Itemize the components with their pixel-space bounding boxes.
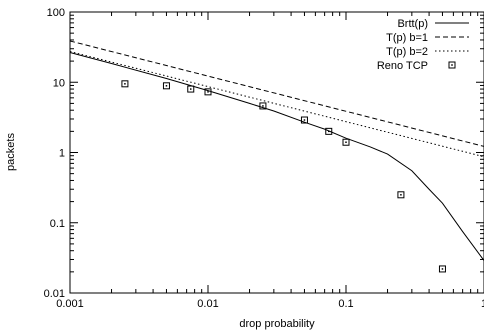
data-point [204, 88, 212, 96]
data-point [342, 138, 350, 146]
y-axis-label: packets [5, 133, 17, 171]
x-tick-label: 1 [481, 298, 484, 310]
y-tick-label: 0.1 [50, 218, 65, 230]
data-point [438, 265, 446, 273]
legend-marker [448, 61, 456, 69]
data-point [259, 102, 267, 110]
y-tick-label: 100 [47, 7, 65, 19]
series-reno-tcp [121, 80, 446, 273]
x-tick-label: 0.1 [338, 298, 353, 310]
legend-label: T(p) b=2 [386, 46, 428, 58]
y-tick-label: 1 [59, 148, 65, 160]
legend-label: Brtt(p) [397, 18, 428, 30]
legend-label: Reno TCP [377, 60, 428, 72]
x-tick-label: 0.001 [56, 298, 84, 310]
legend-label: T(p) b=1 [386, 32, 428, 44]
y-tick-label: 10 [53, 77, 65, 89]
series-line-brtt-p [69, 52, 484, 261]
data-point [300, 116, 308, 124]
y-tick-label: 0.01 [44, 288, 65, 300]
series-layer [69, 40, 484, 273]
data-point [121, 80, 129, 88]
series-line-t-p-b-1 [69, 40, 484, 147]
legend: Brtt(p) T(p) b=1 T(p) b=2 Reno TCP [377, 18, 469, 72]
data-point [397, 191, 405, 199]
data-point [325, 127, 333, 135]
data-point [187, 85, 195, 93]
x-tick-label: 0.01 [197, 298, 218, 310]
data-point [162, 82, 170, 90]
x-axis-label: drop probability [239, 318, 315, 330]
